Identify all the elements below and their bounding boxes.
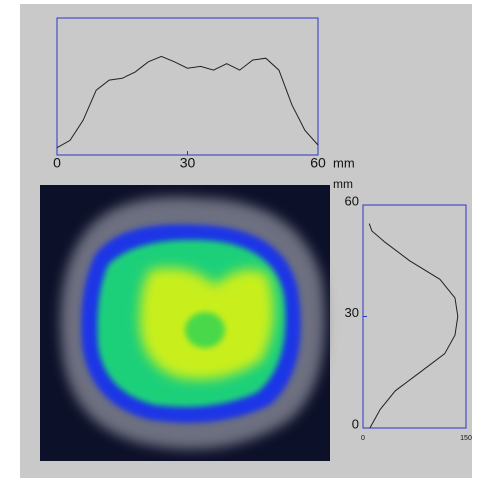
y-axis-label: mm [333, 177, 353, 191]
x-tick-label: 0 [53, 155, 61, 171]
x-tick-label: 0 [361, 435, 365, 442]
x-tick-label: 150 [460, 435, 472, 442]
profile-line [56, 55, 319, 149]
beam-image [40, 185, 330, 461]
x-tick-label: 60 [310, 155, 326, 171]
y-tick-label: 60 [345, 193, 359, 208]
x-axis-label: mm [333, 155, 355, 170]
green-spot [185, 312, 225, 348]
x-tick-label: 30 [180, 155, 196, 171]
y-tick-label: 0 [352, 416, 359, 431]
y-tick-label: 30 [345, 305, 359, 320]
profile-line [368, 223, 459, 429]
